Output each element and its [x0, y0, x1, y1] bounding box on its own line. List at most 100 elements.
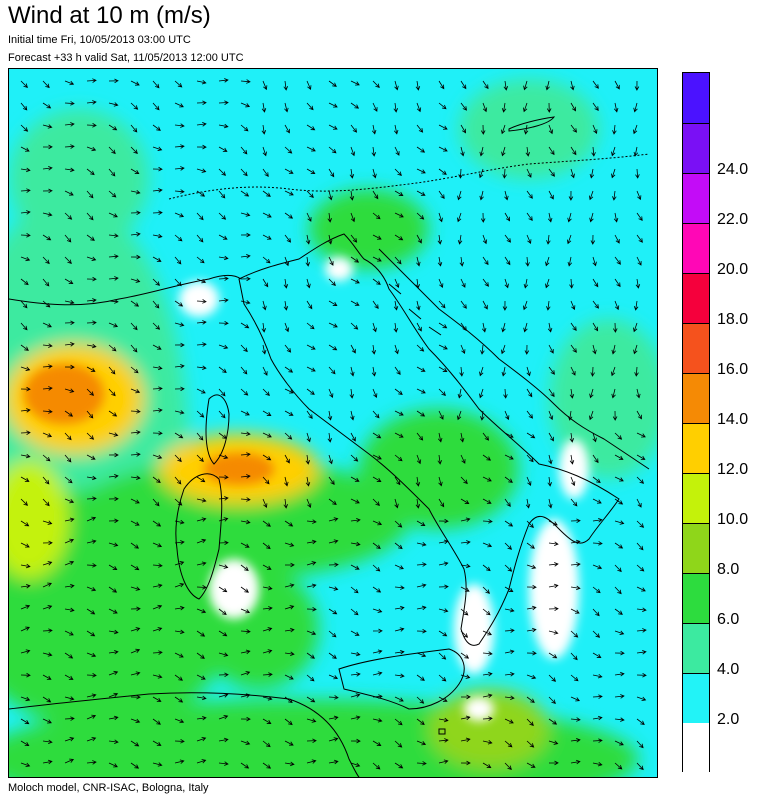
wind-arrow [372, 168, 377, 179]
wind-arrow [262, 718, 272, 724]
wind-arrow [196, 212, 204, 221]
wind-arrow [262, 300, 267, 311]
wind-arrow [614, 234, 620, 244]
wind-arrow [130, 189, 141, 195]
wind-arrow [130, 210, 141, 216]
wind-arrow [174, 476, 182, 485]
wind-arrow [394, 673, 405, 678]
wind-arrow [240, 693, 251, 698]
wind-arrow [20, 188, 31, 193]
wind-arrow [20, 583, 31, 589]
wind-arrow [218, 517, 229, 522]
wind-arrow [196, 630, 206, 637]
wind-arrow [218, 298, 229, 303]
wind-arrow [196, 561, 207, 566]
wind-arrow [108, 102, 119, 107]
wind-arrow [20, 696, 31, 702]
wind-arrow [262, 520, 271, 527]
wind-arrow [438, 652, 447, 660]
legend-tick-label: 4.0 [717, 661, 740, 678]
wind-arrow [504, 454, 514, 460]
wind-arrow [614, 476, 624, 482]
wind-arrow [592, 124, 598, 135]
legend-tick-label: 16.0 [717, 361, 749, 378]
wind-arrow [284, 388, 294, 394]
wind-arrow [636, 696, 647, 702]
wind-arrow [438, 322, 448, 329]
wind-arrow [152, 696, 162, 702]
wind-arrow [636, 718, 645, 725]
wind-arrow [372, 476, 382, 482]
wind-arrow [570, 518, 581, 524]
wind-arrow [349, 168, 355, 179]
wind-arrow [108, 670, 119, 676]
wind-arrow [20, 344, 29, 351]
legend-swatch [683, 423, 709, 473]
wind-arrow [306, 561, 317, 566]
wind-arrow [86, 608, 96, 615]
wind-arrow [636, 190, 642, 201]
wind-arrow [42, 432, 53, 438]
wind-arrow [328, 388, 334, 399]
wind-arrow [611, 344, 616, 355]
coastlines [9, 116, 650, 777]
wind-arrow [523, 124, 529, 135]
wind-arrow [196, 432, 204, 441]
wind-arrow [482, 740, 493, 745]
wind-arrow [438, 630, 448, 637]
wind-arrow [504, 542, 513, 550]
wind-arrow [20, 430, 31, 435]
wind-arrow [64, 476, 73, 484]
wind-arrow [20, 740, 30, 747]
wind-arrow [416, 388, 426, 394]
wind-arrow [64, 716, 75, 721]
wind-arrow [416, 102, 422, 113]
wind-arrow [328, 168, 335, 178]
wind-arrow [614, 717, 625, 722]
wind-arrow [526, 627, 537, 633]
wind-arrow [196, 278, 207, 284]
wind-arrow [548, 410, 554, 421]
wind-arrow [438, 608, 449, 613]
wind-arrow [567, 410, 573, 421]
wind-arrow [86, 736, 97, 742]
wind-arrow [457, 388, 463, 399]
wind-arrow [64, 758, 75, 764]
wind-arrow [614, 694, 625, 699]
wind-arrow [394, 718, 403, 726]
wind-arrow [42, 166, 53, 171]
wind-arrow [130, 542, 140, 549]
wind-arrow [636, 212, 643, 222]
wind-arrow [501, 366, 507, 377]
wind-arrow [372, 432, 382, 439]
wind-arrow [438, 300, 446, 309]
wind-arrow [218, 540, 229, 546]
wind-arrow [152, 80, 160, 89]
wind-arrow [284, 102, 289, 113]
wind-arrow [262, 454, 272, 461]
wind-arrow [372, 212, 381, 220]
wind-arrow [108, 692, 119, 698]
wind-arrow [86, 146, 97, 152]
wind-arrow [349, 388, 354, 399]
wind-arrow [196, 674, 206, 680]
wind-arrow [174, 278, 182, 287]
wind-arrow [108, 233, 119, 238]
wind-arrow [42, 628, 53, 633]
wind-arrow [372, 102, 378, 112]
wind-arrow [64, 234, 72, 243]
wind-arrow [416, 366, 426, 372]
wind-arrow [480, 344, 485, 355]
wind-arrow [262, 168, 269, 177]
wind-arrow [152, 365, 163, 371]
wind-arrow [218, 320, 229, 326]
wind-arrow [394, 190, 404, 196]
wind-arrow [240, 586, 249, 593]
wind-arrow [548, 696, 556, 704]
wind-arrow [592, 564, 603, 570]
wind-arrow [305, 234, 311, 245]
chart-title: Wind at 10 m (m/s) [8, 2, 211, 29]
wind-arrow [86, 760, 97, 765]
wind-arrow [350, 454, 359, 462]
wind-arrow [635, 168, 640, 179]
